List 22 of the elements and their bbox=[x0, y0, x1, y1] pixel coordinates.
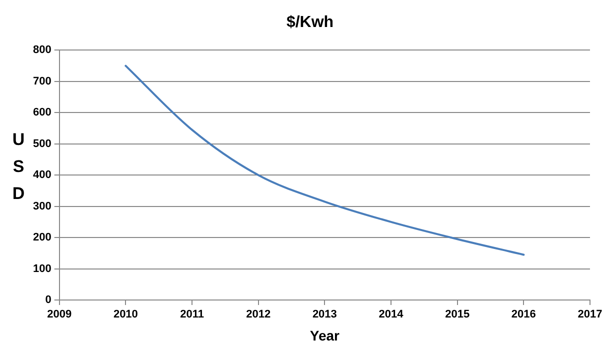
y-tick-label: 700 bbox=[32, 75, 52, 88]
y-tick-label: 0 bbox=[45, 294, 52, 306]
x-axis-title: Year bbox=[310, 327, 340, 344]
y-tick-label: 500 bbox=[32, 138, 52, 150]
y-tick-label: 600 bbox=[32, 106, 52, 119]
y-tick-label: 300 bbox=[32, 200, 52, 212]
x-tick-label: 2017 bbox=[578, 308, 602, 321]
y-tick-label: 800 bbox=[32, 44, 52, 56]
x-tick-label: 2013 bbox=[312, 308, 337, 321]
chart-title: $/Kwh bbox=[286, 14, 334, 32]
line-series bbox=[124, 64, 525, 256]
x-tick-label: 2009 bbox=[47, 308, 72, 321]
y-axis-title: USD bbox=[8, 130, 28, 211]
y-tick-label: 100 bbox=[32, 262, 52, 275]
x-tick-label: 2015 bbox=[445, 308, 470, 321]
y-tick-label: 200 bbox=[32, 232, 52, 244]
x-tick-label: 2012 bbox=[246, 308, 271, 321]
x-tick-label: 2011 bbox=[180, 308, 204, 321]
x-tick-label: 2014 bbox=[378, 308, 404, 321]
x-tick-label: 2016 bbox=[511, 308, 536, 321]
y-tick-label: 400 bbox=[32, 169, 52, 182]
x-tick-label: 2010 bbox=[113, 308, 138, 321]
